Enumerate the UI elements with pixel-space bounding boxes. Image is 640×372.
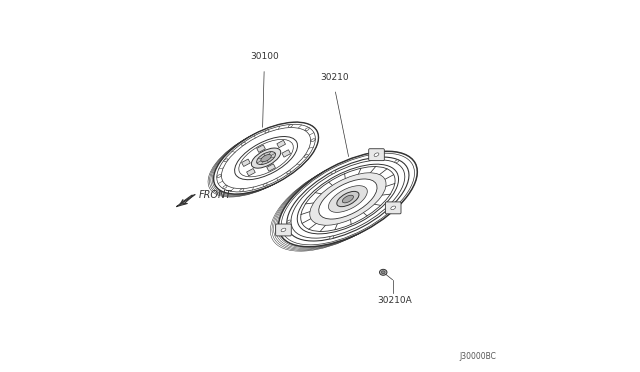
Ellipse shape xyxy=(332,171,336,174)
Text: 30210A: 30210A xyxy=(377,296,412,305)
FancyBboxPatch shape xyxy=(385,202,401,214)
Ellipse shape xyxy=(297,164,399,234)
Ellipse shape xyxy=(287,171,291,174)
Ellipse shape xyxy=(288,125,292,128)
Text: FRONT: FRONT xyxy=(198,190,232,199)
Bar xyxy=(282,150,291,157)
Ellipse shape xyxy=(240,189,244,192)
Ellipse shape xyxy=(224,159,228,162)
Ellipse shape xyxy=(265,130,269,133)
Text: J30000BC: J30000BC xyxy=(460,352,497,361)
Bar xyxy=(246,169,255,176)
FancyBboxPatch shape xyxy=(369,149,385,161)
Ellipse shape xyxy=(257,152,275,164)
Ellipse shape xyxy=(311,139,315,142)
Ellipse shape xyxy=(337,191,359,207)
Ellipse shape xyxy=(214,122,319,194)
Bar xyxy=(257,145,266,153)
Bar xyxy=(241,159,250,166)
Bar xyxy=(277,140,285,148)
Text: 30210: 30210 xyxy=(321,73,349,82)
Ellipse shape xyxy=(261,154,271,162)
Ellipse shape xyxy=(217,174,221,177)
Ellipse shape xyxy=(291,160,404,238)
Ellipse shape xyxy=(252,148,281,168)
Ellipse shape xyxy=(328,186,367,212)
Ellipse shape xyxy=(263,183,267,186)
Bar xyxy=(267,164,275,171)
Ellipse shape xyxy=(381,271,385,274)
Ellipse shape xyxy=(304,154,308,157)
Text: 30100: 30100 xyxy=(250,52,278,61)
Ellipse shape xyxy=(319,179,377,219)
Ellipse shape xyxy=(374,153,379,157)
FancyBboxPatch shape xyxy=(276,224,291,236)
Ellipse shape xyxy=(305,128,309,131)
Ellipse shape xyxy=(278,151,417,247)
Ellipse shape xyxy=(342,195,353,203)
Ellipse shape xyxy=(310,173,386,225)
Ellipse shape xyxy=(235,137,298,180)
Ellipse shape xyxy=(287,220,291,223)
Ellipse shape xyxy=(330,236,333,239)
Ellipse shape xyxy=(281,228,286,232)
Ellipse shape xyxy=(395,160,399,163)
Ellipse shape xyxy=(223,186,227,189)
Ellipse shape xyxy=(380,269,387,275)
Ellipse shape xyxy=(391,206,396,210)
Ellipse shape xyxy=(241,142,245,145)
